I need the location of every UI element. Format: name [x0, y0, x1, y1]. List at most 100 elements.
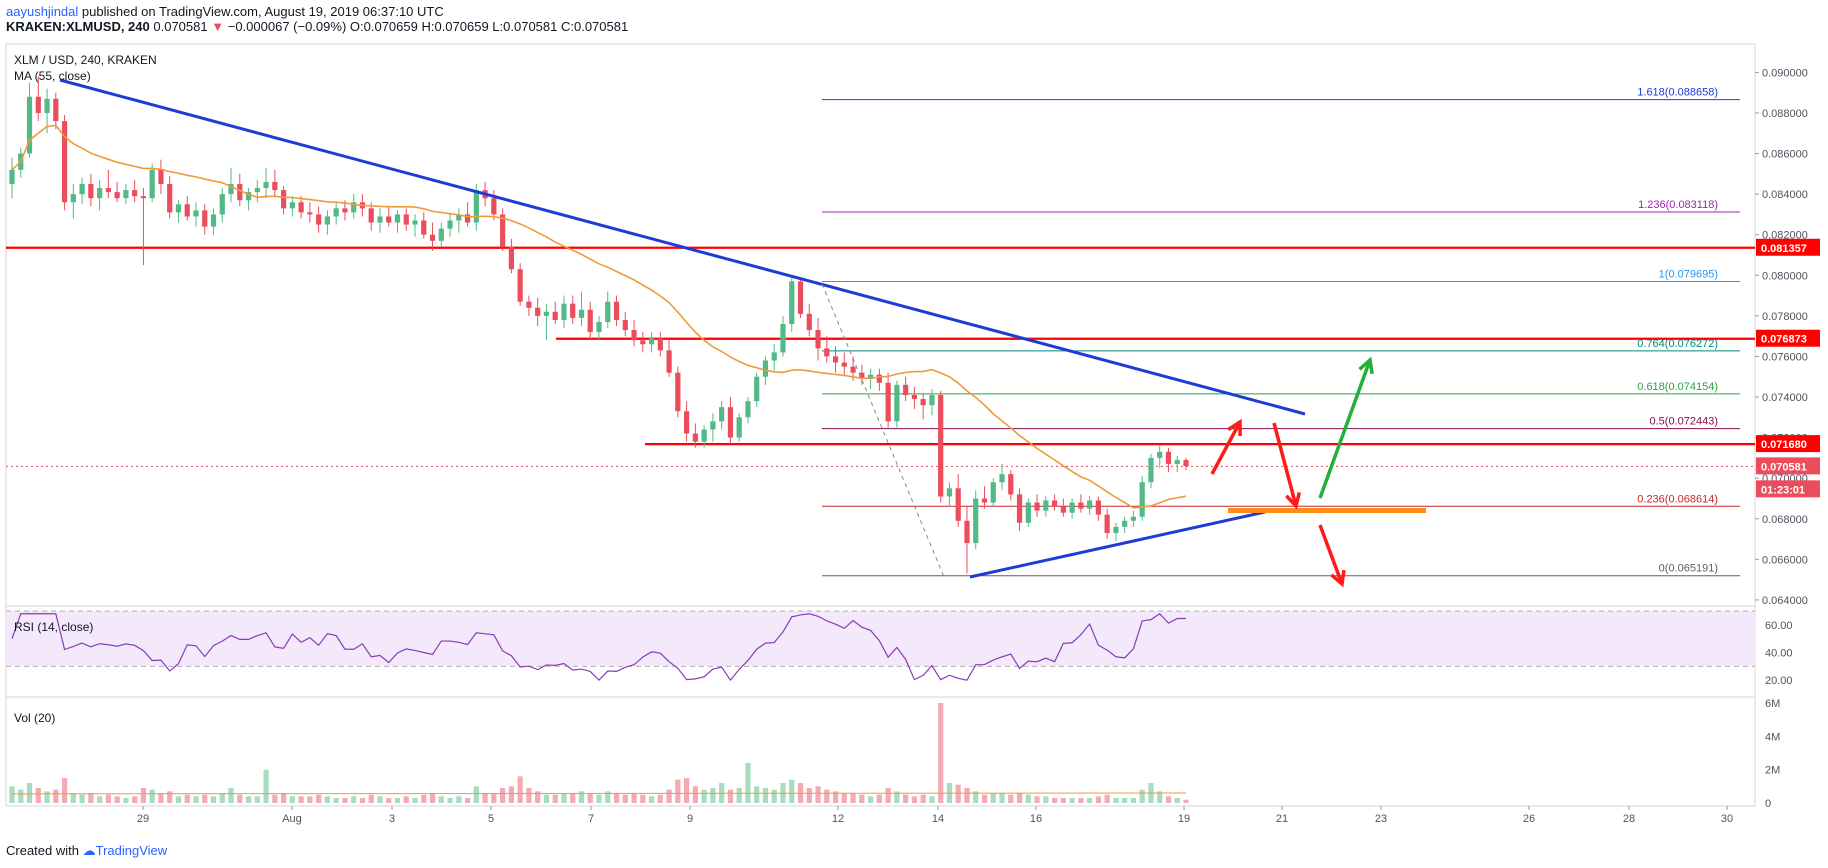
price-axis-label-text: 0.076873 — [1761, 334, 1807, 346]
volume-bar — [123, 798, 129, 803]
author-link[interactable]: aayushjindal — [6, 4, 79, 19]
moving-average-line — [11, 124, 1187, 509]
candle — [508, 246, 514, 270]
ohlc-values: O:0.070659 H:0.070659 L:0.070581 C:0.070… — [349, 19, 629, 34]
volume-bar — [657, 794, 663, 803]
time-tick-label: 7 — [588, 813, 594, 825]
volume-bar — [175, 796, 182, 803]
volume-bar — [438, 796, 444, 803]
candle — [552, 311, 558, 320]
volume-bar — [736, 788, 742, 803]
volume-bar — [692, 786, 698, 803]
price-axis-label-text: 0.070581 — [1761, 461, 1807, 473]
candle — [1008, 474, 1014, 495]
volume-bar — [1095, 796, 1101, 803]
rsi-tick-label: 40.00 — [1765, 648, 1793, 660]
candle — [158, 169, 164, 184]
bearish-trend-line — [59, 78, 1306, 416]
candle — [780, 323, 786, 353]
volume-bar — [421, 794, 427, 803]
candle — [9, 169, 15, 184]
fib-level-label: 0.5(0.072443) — [1650, 416, 1719, 428]
volume-bar — [1043, 796, 1049, 803]
candle — [447, 220, 453, 229]
volume-bar — [280, 793, 287, 803]
candle — [44, 98, 50, 113]
volume-bar — [70, 793, 76, 803]
volume-bar — [981, 794, 988, 803]
volume-bar — [386, 798, 392, 803]
volume-bar — [999, 793, 1005, 803]
volume-bar — [1174, 798, 1180, 803]
price-tick-label: 0.068000 — [1762, 514, 1808, 526]
candle — [280, 190, 287, 209]
volume-bar — [1087, 798, 1093, 803]
fib-level-label: 1.618(0.088658) — [1637, 87, 1718, 99]
tradingview-brand-link[interactable]: TradingView — [95, 843, 168, 858]
volume-bar — [1060, 798, 1066, 803]
candle — [1025, 502, 1031, 523]
volume-bar — [1008, 794, 1014, 803]
volume-bar — [1104, 794, 1110, 803]
time-tick-label: Aug — [282, 813, 302, 825]
candle — [1104, 514, 1110, 533]
candle — [1130, 516, 1137, 521]
volume-bar — [622, 794, 628, 803]
arrow-down-red — [1272, 422, 1302, 510]
candle — [70, 194, 76, 203]
volume-bar — [412, 798, 418, 803]
volume-bar — [324, 796, 331, 803]
created-with-text: Created with — [6, 843, 79, 858]
volume-bar — [473, 786, 479, 803]
volume-bar — [938, 703, 944, 803]
arrow-down-red — [1318, 524, 1346, 588]
time-tick-label: 26 — [1523, 813, 1535, 825]
rsi-band — [6, 611, 1755, 667]
time-tick-label: 9 — [687, 813, 693, 825]
vol-pane-title: Vol (20) — [14, 711, 56, 725]
candle — [324, 216, 331, 225]
volume-bar — [876, 794, 882, 803]
volume-bar — [552, 794, 558, 803]
candle — [911, 394, 918, 400]
candle — [613, 301, 620, 320]
volume-bar — [911, 796, 918, 803]
volume-bar — [1069, 798, 1075, 803]
volume-bar — [754, 786, 760, 803]
tradingview-logo-icon: ☁ — [82, 843, 96, 858]
volume-bar — [526, 788, 532, 803]
volume-bar — [867, 796, 874, 803]
volume-bar — [500, 788, 506, 803]
candle — [657, 338, 663, 351]
candle — [202, 210, 208, 227]
candle — [938, 394, 944, 497]
time-tick-label: 21 — [1276, 813, 1288, 825]
volume-bar — [535, 791, 541, 803]
volume-bar — [771, 789, 777, 803]
candle — [719, 407, 725, 422]
candle — [692, 433, 698, 442]
candle — [438, 228, 444, 241]
volume-bar — [491, 793, 497, 803]
fib-level-label: 1.236(0.083118) — [1638, 199, 1718, 211]
support-trend-line — [969, 510, 1266, 579]
volume-bar — [97, 796, 103, 803]
candle — [596, 321, 602, 333]
symbol-name: KRAKEN:XLMUSD, 240 — [6, 19, 150, 34]
candle — [710, 421, 716, 430]
candle — [79, 183, 85, 195]
volume-bar — [394, 798, 401, 803]
symbol-line: KRAKEN:XLMUSD, 240 0.070581 ▼ −0.000067 … — [6, 19, 628, 34]
candle — [771, 352, 777, 361]
candle — [1051, 500, 1058, 507]
candle — [61, 121, 68, 203]
volume-bar — [543, 794, 550, 803]
volume-bar — [368, 794, 374, 803]
published-text: published on TradingView.com, August 19,… — [78, 4, 444, 19]
candle — [850, 366, 856, 373]
candle — [929, 394, 935, 406]
candle — [316, 214, 322, 225]
vol-tick-label: 2M — [1765, 765, 1780, 777]
